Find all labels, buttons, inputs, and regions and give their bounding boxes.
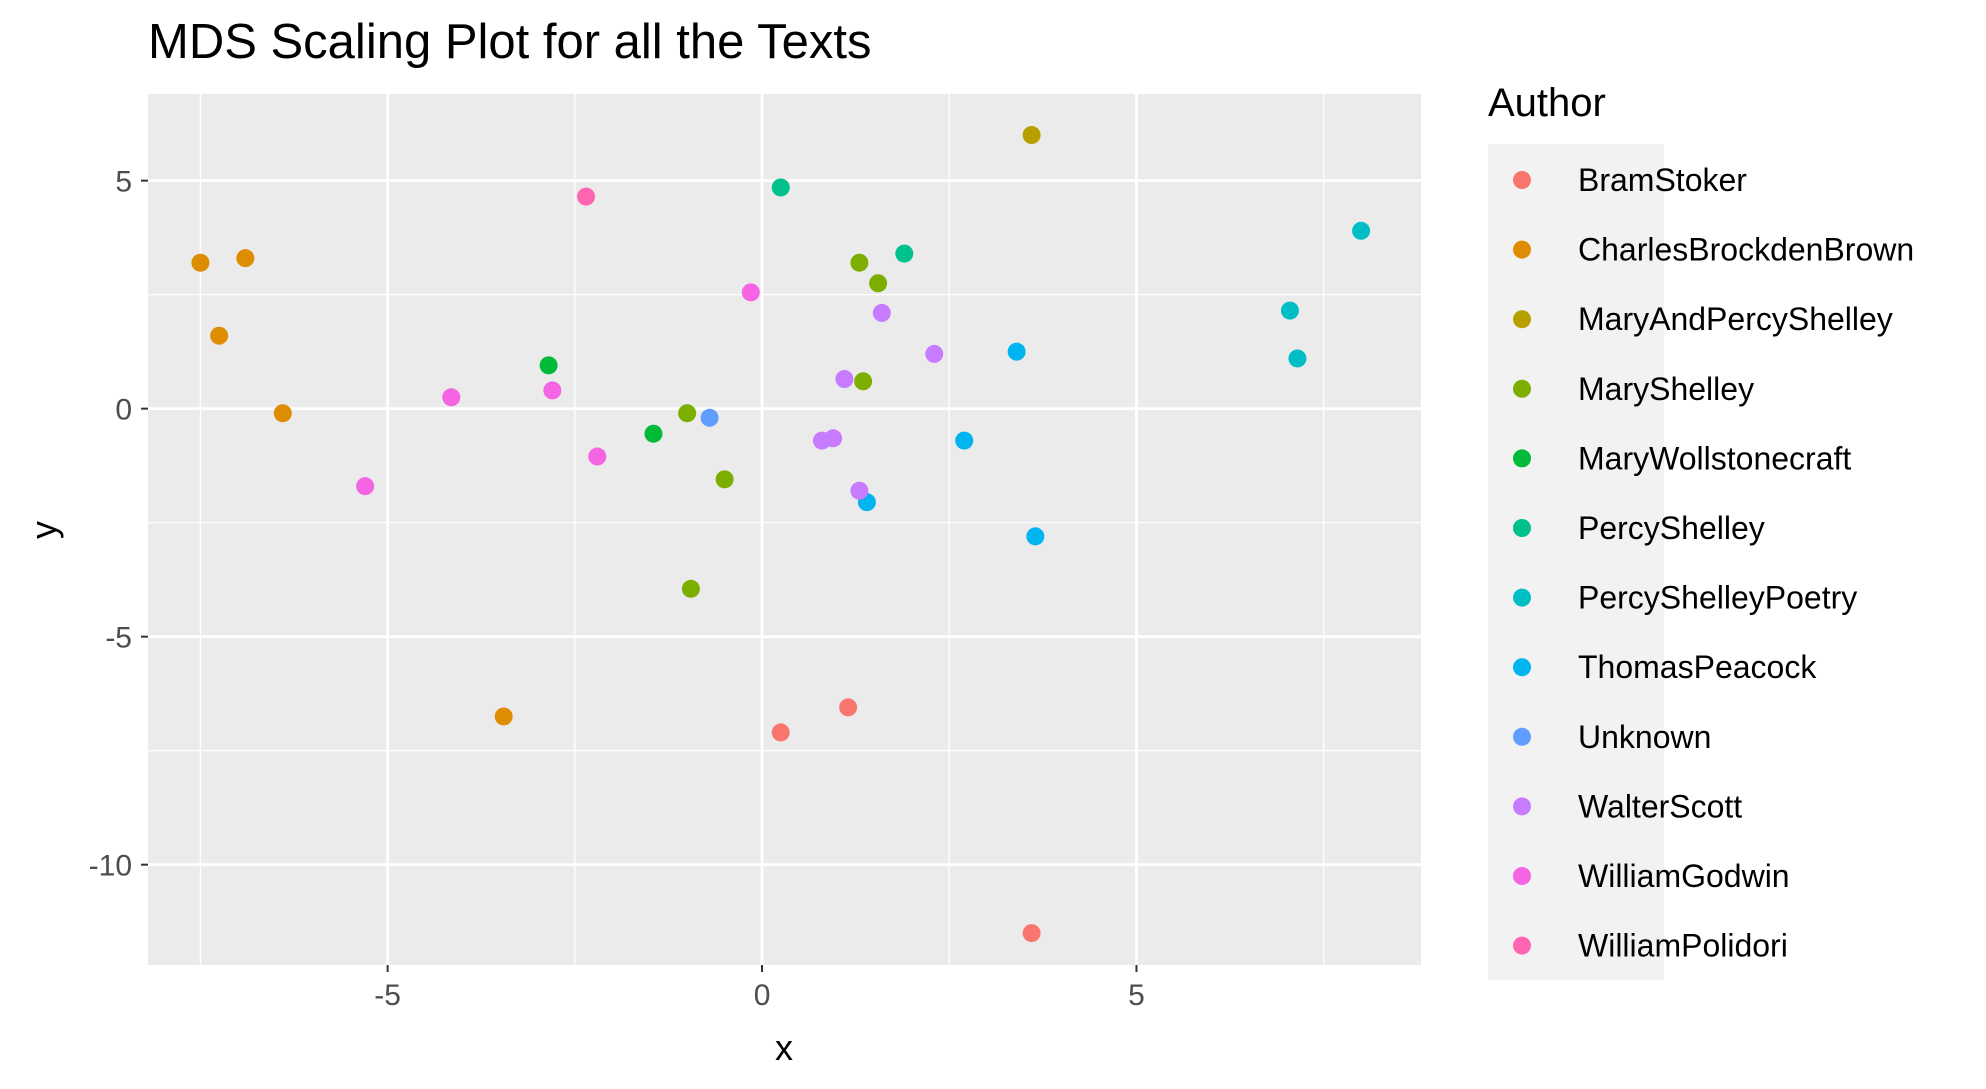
legend-key [1513,588,1531,607]
data-point [191,253,210,272]
legend-key [1513,867,1531,885]
data-point [700,408,719,427]
data-point [872,303,891,322]
data-point [835,370,854,389]
legend-label: BramStoker [1578,162,1747,198]
data-point [356,477,375,496]
x-axis-ticks: -5 0 5 [374,965,1145,1012]
legend-key [1513,658,1531,677]
data-point [1352,221,1371,240]
y-tick-label: 0 [115,394,132,427]
data-point [1280,301,1299,320]
legend-label: MaryWollstonecraft [1578,440,1851,476]
y-tick-label: -10 [89,850,132,883]
x-axis-title: x [775,1027,793,1068]
legend-label: CharlesBrockdenBrown [1578,232,1914,268]
plot-panel [148,94,1421,965]
legend-key [1513,797,1531,816]
major-gridlines [148,94,1421,965]
data-point [955,431,974,450]
chart-title: MDS Scaling Plot for all the Texts [148,15,872,69]
data-point [869,274,888,293]
data-point [715,470,734,489]
legend-title: Author [1488,81,1606,125]
legend-label: Unknown [1578,719,1711,755]
legend-key [1513,171,1531,189]
y-tick-label: 5 [115,166,132,199]
legend-key [1513,240,1531,259]
data-point [1022,126,1041,145]
data-point [925,344,944,363]
data-point [850,481,869,500]
legend-label: WilliamGodwin [1578,858,1790,894]
legend-key [1513,727,1531,746]
data-point [236,249,255,268]
data-point [543,381,562,400]
data-point [273,404,292,423]
y-tick-label: -5 [105,622,132,655]
data-point [577,187,596,206]
legend-key [1513,310,1531,329]
y-axis-title: y [23,521,64,539]
legend-label: PercyShelleyPoetry [1578,580,1857,616]
data-point [1026,527,1045,546]
legend-label: PercyShelley [1578,510,1765,546]
data-point [588,447,607,466]
data-point [678,404,697,423]
legend-items: BramStoker CharlesBrockdenBrown MaryAndPer… [1513,162,1914,964]
x-tick-label: 0 [754,979,771,1012]
legend-label: MaryShelley [1578,371,1754,407]
data-point [644,424,663,443]
legend-label: ThomasPeacock [1578,649,1817,685]
legend-label: MaryAndPercyShelley [1578,301,1893,337]
data-point [824,429,843,448]
legend-key [1513,519,1531,537]
minor-gridlines [148,94,1421,965]
data-point [1007,342,1026,361]
legend-label: WilliamPolidori [1578,928,1788,964]
legend: Author BramStoker CharlesBrockdenBrown Mar… [1488,81,1914,980]
data-point [850,253,869,272]
data-point [1022,924,1041,943]
data-point [839,698,858,717]
data-point [494,707,513,726]
legend-key [1513,379,1531,398]
data-point [741,283,760,302]
data-point [771,178,790,197]
data-point [442,388,461,407]
x-tick-label: 5 [1128,979,1145,1012]
data-point [854,372,873,391]
legend-label: WalterScott [1578,788,1742,824]
data-points [191,126,1371,943]
legend-key-background [1488,144,1664,980]
data-point [210,326,229,345]
data-point [771,723,790,742]
data-point [895,244,914,263]
x-tick-label: -5 [374,979,401,1012]
data-point [1288,349,1307,368]
legend-key [1513,936,1531,955]
data-point [539,356,558,375]
legend-key [1513,449,1531,468]
y-axis-ticks: 5 0 -5 -10 [89,166,148,883]
data-point [681,579,700,598]
